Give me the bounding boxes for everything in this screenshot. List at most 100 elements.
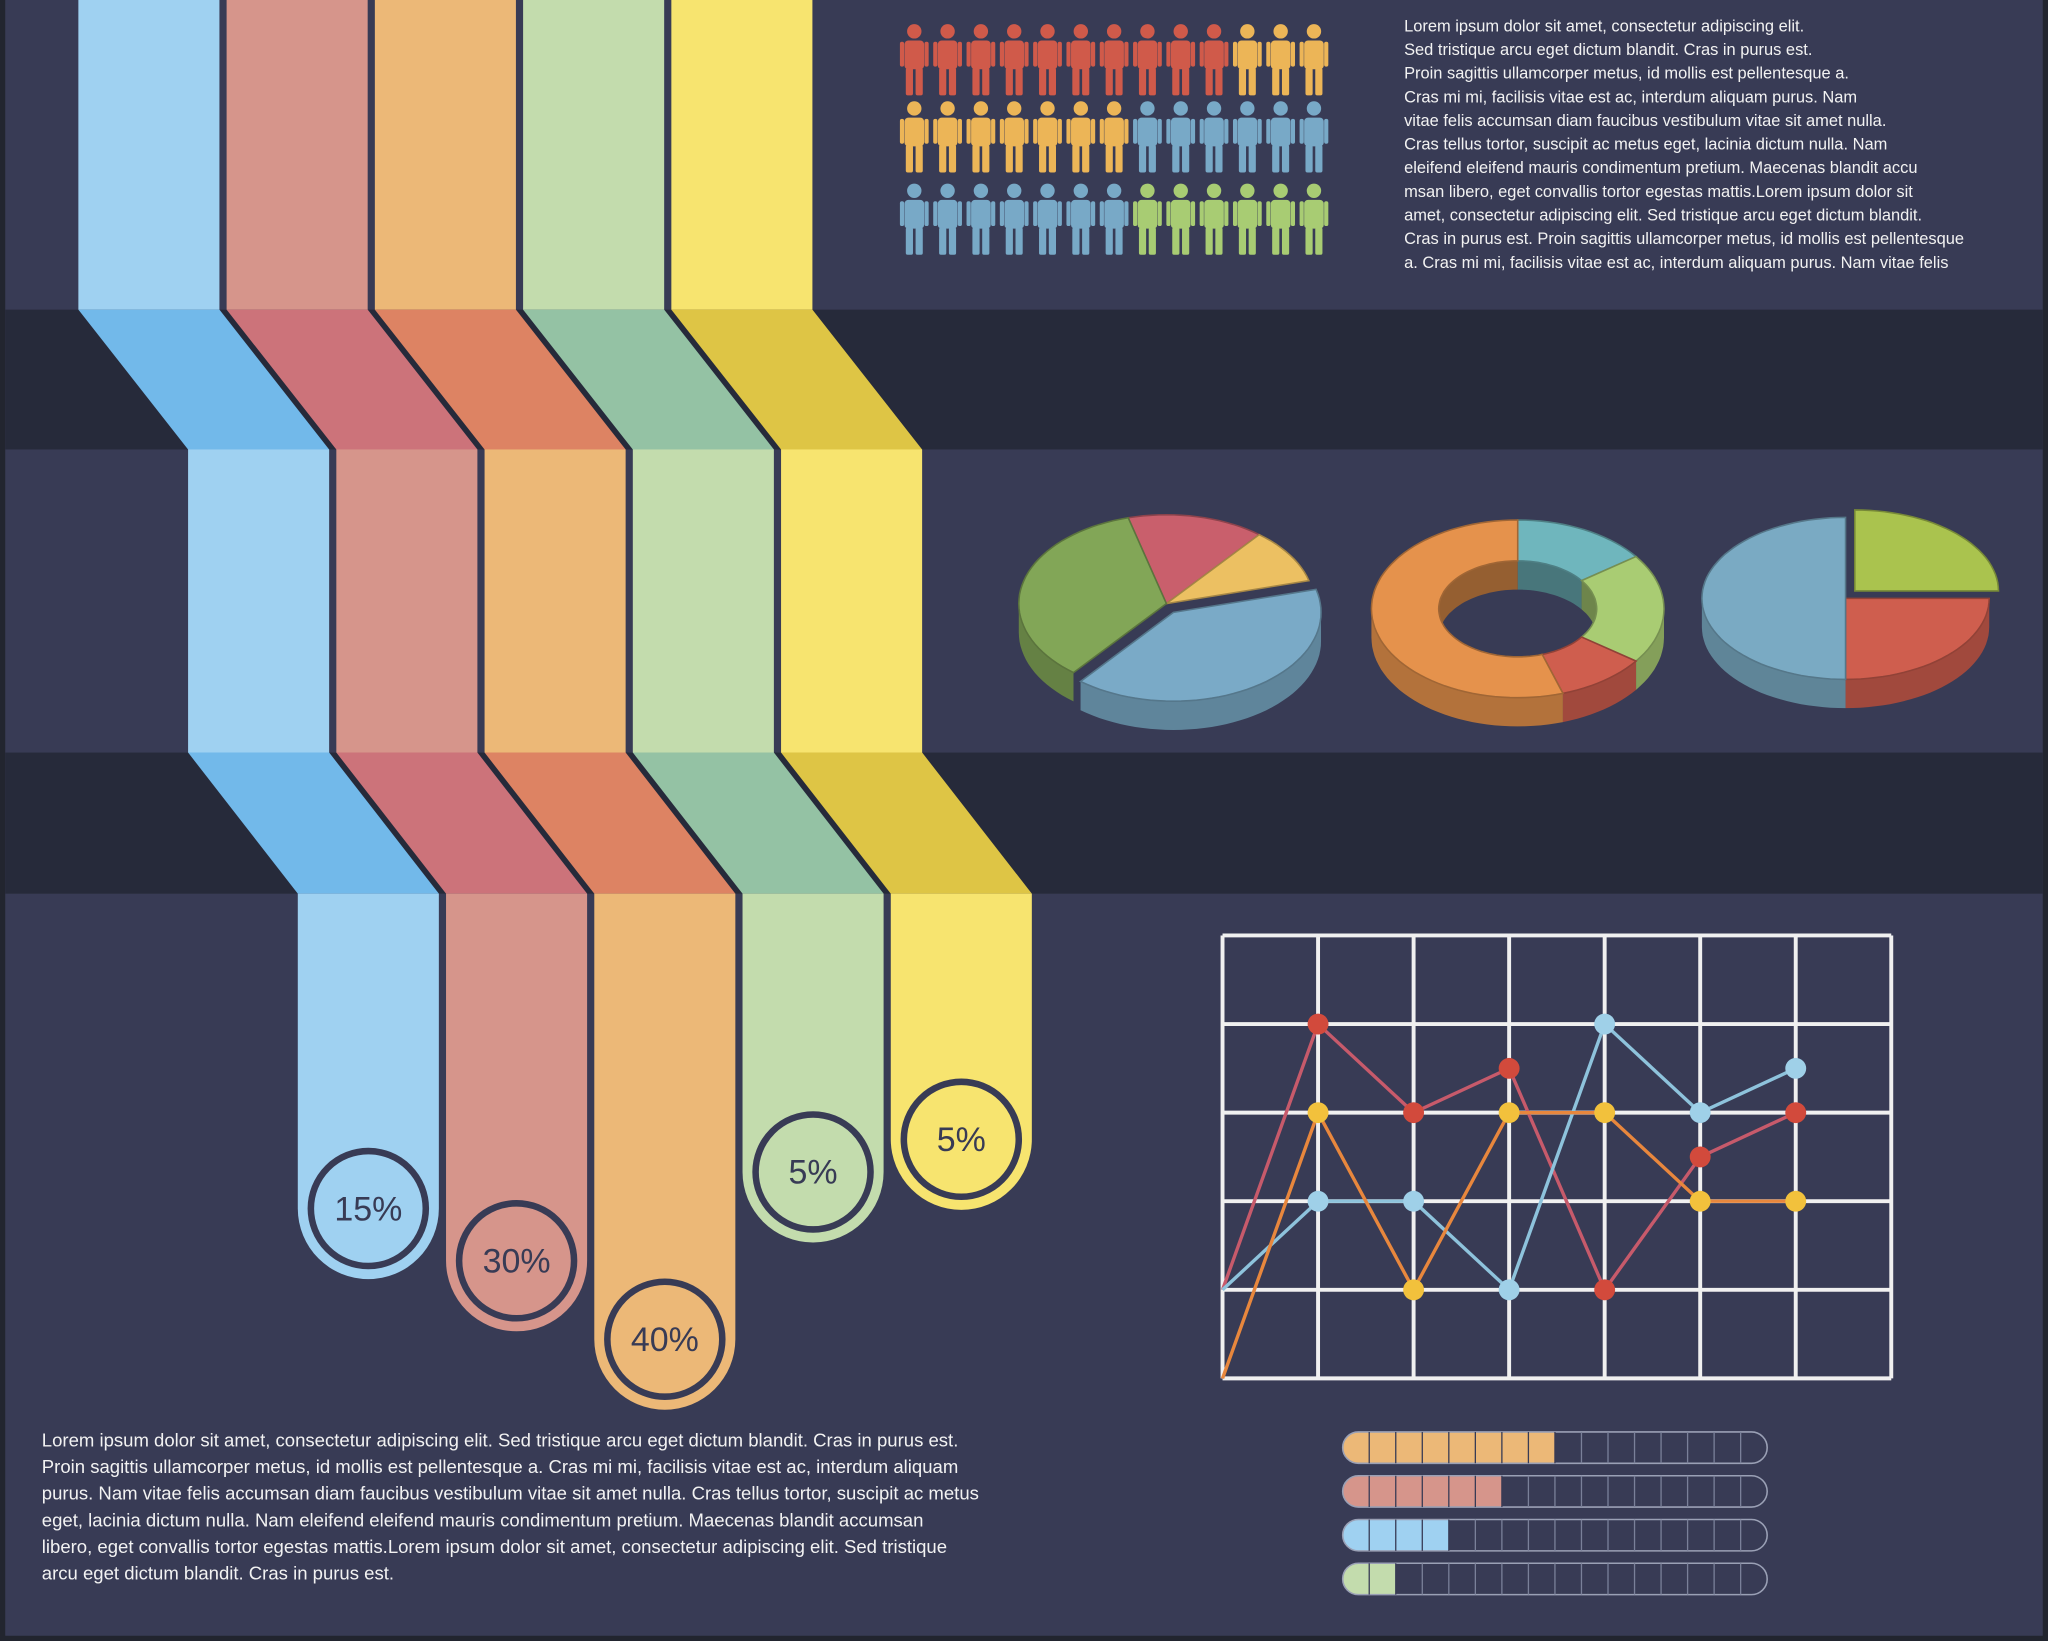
person-body (937, 40, 958, 70)
person-head (1040, 183, 1055, 198)
person-body (1237, 199, 1258, 229)
person-leg (1238, 227, 1247, 255)
person-body (904, 40, 925, 70)
person-leg (1281, 145, 1290, 173)
person-leg (1048, 227, 1056, 255)
person-icon (1066, 183, 1096, 255)
person-body (1204, 117, 1224, 147)
person-icon (1166, 24, 1196, 96)
ribbon-end (594, 893, 736, 1410)
series-point (1403, 1190, 1425, 1212)
ribbon: 5% (671, 0, 1032, 1210)
person-head (940, 183, 955, 198)
pie-slice (1854, 509, 2000, 592)
person-head (1206, 101, 1222, 116)
person-icon (1099, 24, 1129, 96)
ribbon-badge (455, 1200, 578, 1322)
person-body (1304, 199, 1324, 229)
person-arm (1166, 118, 1171, 144)
person-head (1073, 183, 1088, 198)
person-arm (1133, 118, 1138, 144)
person-leg (939, 67, 947, 96)
person-head (973, 183, 989, 198)
person-leg (1315, 145, 1323, 173)
pie-tops (1017, 513, 1322, 702)
person-icon (1299, 101, 1329, 173)
series-point (1689, 1102, 1711, 1124)
person-arm (991, 118, 996, 144)
person-leg (1082, 145, 1090, 173)
person-leg (1072, 227, 1080, 255)
person-arm (966, 118, 971, 144)
person-arm (1199, 118, 1204, 144)
person-arm (1091, 118, 1096, 144)
person-head (973, 24, 989, 39)
person-leg (1072, 67, 1080, 96)
person-arm (1299, 41, 1304, 67)
person-arm (957, 41, 962, 67)
person-head (940, 101, 955, 116)
person-arm (1024, 41, 1029, 67)
ribbon-label: 30% (483, 1243, 551, 1281)
person-icon (1199, 24, 1229, 96)
ribbon-segment (188, 449, 330, 753)
person-arm (957, 118, 962, 144)
person-body (1037, 40, 1058, 70)
person-arm (1099, 41, 1104, 67)
person-head (973, 101, 989, 116)
person-arm (1166, 201, 1171, 227)
person-body (1170, 199, 1191, 229)
ribbon-segment (336, 449, 478, 753)
paragraph-line: Cras mi mi, facilisis vitae est ac, inte… (1404, 88, 1857, 106)
ribbon-label: 15% (334, 1190, 402, 1228)
person-body (1137, 40, 1158, 70)
person-arm (1190, 118, 1196, 144)
person-head (1140, 101, 1155, 116)
person-icon (1133, 183, 1162, 255)
ribbon-segment (632, 449, 774, 753)
paragraph-line: a. Cras mi mi, facilisis vitae est ac, i… (1404, 254, 1948, 272)
paragraph-line: amet, consectetur adipiscing elit. Sed t… (1404, 207, 1922, 225)
person-leg (915, 145, 923, 173)
person-leg (1281, 227, 1290, 255)
person-leg (948, 145, 957, 173)
ribbon-segment (671, 0, 813, 310)
person-leg (1172, 227, 1180, 255)
person-arm (1257, 201, 1262, 227)
person-icon (1033, 101, 1062, 173)
person-head (940, 24, 955, 39)
person-arm (1099, 118, 1104, 144)
person-arm (1124, 201, 1129, 227)
person-leg (1105, 227, 1113, 255)
person-body (971, 199, 991, 229)
pie-slice (1370, 519, 1565, 699)
person-head (1140, 183, 1155, 198)
person-arm (1157, 41, 1162, 67)
person-arm (1033, 41, 1038, 67)
person-icon (1232, 183, 1262, 255)
person-icon (933, 183, 962, 255)
person-icon (1033, 183, 1062, 255)
person-arm (1190, 201, 1196, 227)
pie-slice (1701, 516, 1847, 681)
paragraph-line: eleifend eleifend mauris condimentum pre… (1404, 159, 1917, 177)
ribbon-segment (484, 449, 626, 753)
person-leg (1205, 145, 1213, 173)
person-body (1004, 40, 1024, 70)
person-arm (957, 201, 962, 227)
person-arm (1199, 201, 1204, 227)
person-leg (1048, 67, 1056, 96)
person-arm (924, 41, 929, 67)
donut-inner-wall (1438, 560, 1518, 638)
ribbon-fold (226, 309, 478, 450)
person-arm (1324, 118, 1329, 144)
series-point (1403, 1279, 1425, 1301)
person-arm (991, 201, 996, 227)
person-arm (1124, 41, 1129, 67)
person-body (1170, 40, 1191, 70)
person-body (1104, 199, 1124, 229)
person-arm (1324, 41, 1329, 67)
person-arm (991, 41, 996, 67)
paragraph-line: purus. Nam vitae felis accumsan diam fau… (42, 1483, 979, 1504)
